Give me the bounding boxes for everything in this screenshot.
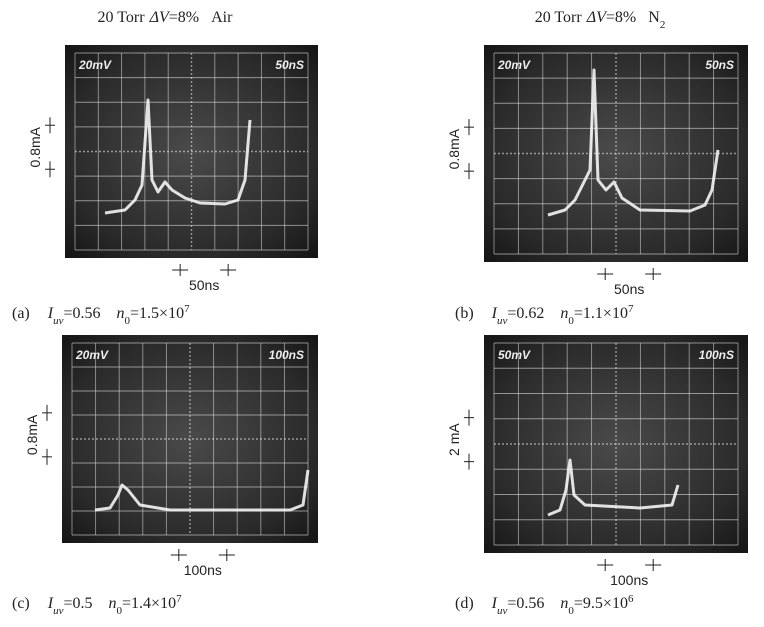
caption-label: (a) (12, 305, 30, 322)
time-per-div: 100nS (699, 348, 734, 362)
n-value: =1.4×10 (122, 595, 176, 612)
time-per-div: 50nS (705, 58, 734, 72)
n-sub: 0 (568, 315, 574, 327)
gas: Air (211, 9, 233, 26)
i-value: =0.56 (63, 305, 100, 322)
i-value: =0.62 (507, 305, 544, 322)
n-sub: 0 (117, 605, 123, 617)
caption: (d) Iuv=0.56 n0=9.5×106 (455, 593, 634, 617)
i-sub: uv (497, 605, 508, 617)
caption: (b) Iuv=0.62 n0=1.1×107 (455, 303, 634, 327)
n-exp: 7 (176, 593, 182, 605)
n-exp: 6 (628, 593, 634, 605)
time-scale: 50ns (189, 277, 219, 293)
i-sub: uv (497, 315, 508, 327)
n-symbol: n (117, 305, 125, 322)
n-value: =1.5×10 (130, 305, 184, 322)
i-value: =0.5 (63, 595, 92, 612)
i-symbol: I (47, 305, 54, 322)
n-sub: 0 (568, 605, 574, 617)
panel-header: 20 Torr ΔV=8% N2 (535, 9, 666, 31)
n-value: =9.5×10 (574, 595, 628, 612)
scope-trace (104, 98, 252, 215)
n-exp: 7 (184, 303, 190, 315)
current-scale: 0.8mA (446, 128, 462, 169)
panel: 20 Torr ΔV=8% N2 20mV 50nS 0.8mA 50ns (b) Iuv=0.… (446, 9, 748, 327)
i-symbol: I (491, 595, 498, 612)
i-symbol: I (491, 305, 498, 322)
symbol: ΔV (586, 9, 608, 26)
n-value: =1.1×10 (574, 305, 628, 322)
caption-label: (b) (455, 305, 474, 322)
scope-trace (547, 458, 680, 517)
value: =8% (606, 9, 636, 26)
gas-sub: 2 (660, 19, 666, 31)
panel: 20mV 100nS 0.8mA 100ns (c) Iuv=0.5 n0=1.4×107 (12, 335, 318, 617)
current-scale: 0.8mA (27, 126, 43, 167)
scope-trace (94, 469, 310, 512)
time-scale: 100ns (184, 562, 222, 578)
n-symbol: n (560, 305, 568, 322)
pressure: 20 Torr (535, 9, 583, 26)
gas: N (648, 9, 660, 26)
time-per-div: 50nS (275, 58, 304, 72)
panel-header: 20 Torr ΔV=8% Air (98, 9, 234, 26)
symbol: ΔV (149, 9, 171, 26)
i-value: =0.56 (507, 595, 544, 612)
n-symbol: n (560, 595, 568, 612)
scope-trace (547, 68, 720, 217)
panel: 50mV 100nS 2 mA 100ns (d) Iuv=0.56 n0=9.5×106 (446, 335, 748, 617)
n-exp: 7 (628, 303, 634, 315)
time-scale: 100ns (610, 572, 648, 588)
volts-per-div: 20mV (75, 348, 109, 362)
i-symbol: I (47, 595, 54, 612)
panel: 20 Torr ΔV=8% Air 20mV 50nS 0.8mA 50ns (a) Iuv=0… (12, 9, 318, 327)
i-sub: uv (53, 315, 64, 327)
volts-per-div: 50mV (498, 348, 531, 362)
n-sub: 0 (125, 315, 131, 327)
pressure: 20 Torr (98, 9, 146, 26)
caption-label: (c) (12, 595, 30, 612)
volts-per-div: 20mV (78, 58, 112, 72)
time-per-div: 100nS (269, 348, 304, 362)
caption-label: (d) (455, 595, 474, 612)
value: =8% (169, 9, 199, 26)
current-scale: 2 mA (446, 423, 462, 456)
caption: (a) Iuv=0.56 n0=1.5×107 (12, 303, 190, 327)
i-sub: uv (53, 605, 64, 617)
time-scale: 50ns (614, 281, 644, 297)
current-scale: 0.8mA (24, 414, 40, 455)
caption: (c) Iuv=0.5 n0=1.4×107 (12, 593, 182, 617)
n-symbol: n (109, 595, 117, 612)
volts-per-div: 20mV (497, 58, 531, 72)
